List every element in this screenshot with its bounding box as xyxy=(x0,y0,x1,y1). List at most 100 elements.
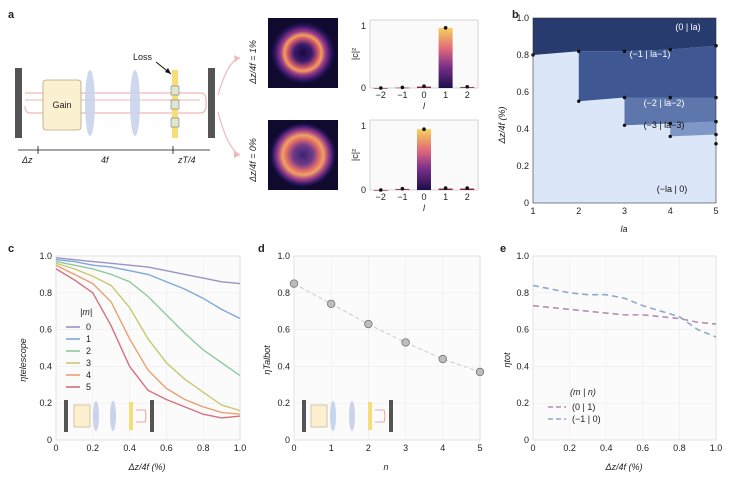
bar-point xyxy=(443,26,448,30)
beam-profile-1 xyxy=(271,22,335,84)
bar-chart-row-1: −2 −1 0 1 2 0 1 |c|² l xyxy=(350,19,479,111)
panel-c-inset xyxy=(64,400,154,432)
bar-tick-label: 2 xyxy=(465,192,470,202)
panel-b-ylabel: Δz/4f (%) xyxy=(497,106,507,144)
xtick-label: 4 xyxy=(668,206,673,216)
panel-c: c 0 0.2 0.4 0.6 0.8 1.0 0 0.2 0.4 0.6 0.8 1.0 ηtele… xyxy=(8,243,246,472)
plot-frame xyxy=(532,17,717,204)
ytick-label: 0.6 xyxy=(277,325,290,335)
zt-label: zT/4 xyxy=(177,155,196,165)
panel-e-xlabel: Δz/4f (%) xyxy=(604,462,642,472)
lens-1 xyxy=(85,70,95,136)
panel-c-label: c xyxy=(8,243,14,255)
panel-d-ylabel: ηTalbot xyxy=(262,345,272,375)
bar-point xyxy=(379,86,383,90)
inset-d-loss xyxy=(368,402,372,430)
xtick-label: 5 xyxy=(477,443,482,453)
ytick-label: 0.4 xyxy=(516,124,529,134)
boundary-point xyxy=(577,99,581,103)
right-mirror xyxy=(208,68,215,138)
boundary-point xyxy=(668,95,672,100)
bar-ytick-label: 0 xyxy=(361,185,366,195)
bar-ytick-label: 1 xyxy=(361,121,366,131)
row1-label: Δz/4f = 1% xyxy=(248,40,258,85)
ytick-label: 0.8 xyxy=(516,288,529,298)
bar-point xyxy=(443,186,448,190)
panel-b: b (0 | la) (−1 | la−1) (−2 | la−2) (−3 | la… xyxy=(497,9,719,234)
series-line xyxy=(55,258,241,320)
panel-d-xlabel: n xyxy=(383,462,388,472)
loss-aperture-2 xyxy=(170,99,180,110)
boundary-point xyxy=(577,49,581,53)
inset-c-loss xyxy=(129,402,133,430)
inset-c-mirror-left xyxy=(64,400,68,432)
xtick-label: 1 xyxy=(530,206,535,216)
bar-tick-label: −1 xyxy=(397,192,407,202)
bar-ytick-label: 0 xyxy=(361,83,366,93)
xtick-label: 1.0 xyxy=(710,443,723,453)
xtick-label: 2 xyxy=(576,206,581,216)
bar-tick-label: 1 xyxy=(443,192,448,202)
inset-c-gain xyxy=(73,404,91,428)
ytick-label: 0.8 xyxy=(277,288,290,298)
bar-tick-label: −1 xyxy=(397,90,407,100)
ytick-label: 0.2 xyxy=(516,161,529,171)
panel-c-legend: 0 1 2 3 4 5 xyxy=(66,322,91,392)
data-point xyxy=(401,338,410,347)
panel-e: e 00.20.40.60.81.00 0.2 0.4 0.6 0.8 1.0 ηtot … xyxy=(500,243,722,472)
boundary-point xyxy=(668,121,672,126)
loss-arrow-head xyxy=(165,68,171,74)
inset-d-lens-1 xyxy=(330,401,336,431)
xtick-label: 1 xyxy=(329,443,334,453)
boundary-point xyxy=(622,95,627,100)
series-line xyxy=(55,268,241,419)
xtick-label: 0.8 xyxy=(673,443,686,453)
panel-d-inset xyxy=(302,400,393,432)
bar-ylabel: |c|² xyxy=(350,149,360,161)
inset-c-mirror-right xyxy=(150,400,154,432)
beam-path xyxy=(24,92,207,114)
boundary-point xyxy=(622,123,627,128)
xtick-label: 3 xyxy=(403,443,408,453)
xtick-label: 0 xyxy=(291,443,296,453)
ytick-label: 0.2 xyxy=(277,398,290,408)
ytick-label: 0 xyxy=(285,435,290,445)
bar xyxy=(417,129,431,190)
panel-c-ylabel: ηtelescope xyxy=(18,338,28,382)
xtick-label: 4 xyxy=(440,443,445,453)
legend-label: 4 xyxy=(86,370,91,380)
beam-profile-2 xyxy=(270,123,336,187)
panel-c-legend-title: |m| xyxy=(80,307,92,317)
series-line xyxy=(55,264,241,415)
bar-tick-label: −2 xyxy=(376,90,386,100)
bar-point xyxy=(422,84,426,88)
inset-d-mirror-left xyxy=(302,400,306,432)
xtick-label: 0.8 xyxy=(197,443,210,453)
series-line xyxy=(532,284,717,338)
region-label: (−3 | la−3) xyxy=(644,120,685,130)
xtick-label: 0.6 xyxy=(637,443,650,453)
region-label: (−2 | la−2) xyxy=(644,98,685,108)
bar-ylabel: |c|² xyxy=(350,48,360,60)
trend-line xyxy=(293,283,481,373)
connector-upper xyxy=(217,57,241,96)
left-mirror xyxy=(15,68,22,138)
inset-c-lens-1 xyxy=(93,401,99,431)
xtick-label: 0.2 xyxy=(563,443,576,453)
legend-label: 2 xyxy=(86,346,91,356)
data-point xyxy=(438,354,447,364)
gain-label: Gain xyxy=(52,100,71,110)
connector-upper-head xyxy=(234,55,240,62)
ytick-label: 0 xyxy=(47,435,52,445)
legend-label: 0 xyxy=(86,322,91,332)
bar-point xyxy=(465,84,470,89)
bar-ytick-label: 1 xyxy=(361,21,366,31)
bar xyxy=(438,27,453,88)
region-label: (−1 | la−1) xyxy=(630,49,671,59)
ytick-label: 1.0 xyxy=(516,13,529,23)
bar-tick-label: −2 xyxy=(376,192,386,202)
bar-point xyxy=(465,186,470,190)
xtick-label: 0.2 xyxy=(87,443,100,453)
bar-tick-label: 0 xyxy=(421,192,426,202)
panel-d-label: d xyxy=(258,243,265,255)
